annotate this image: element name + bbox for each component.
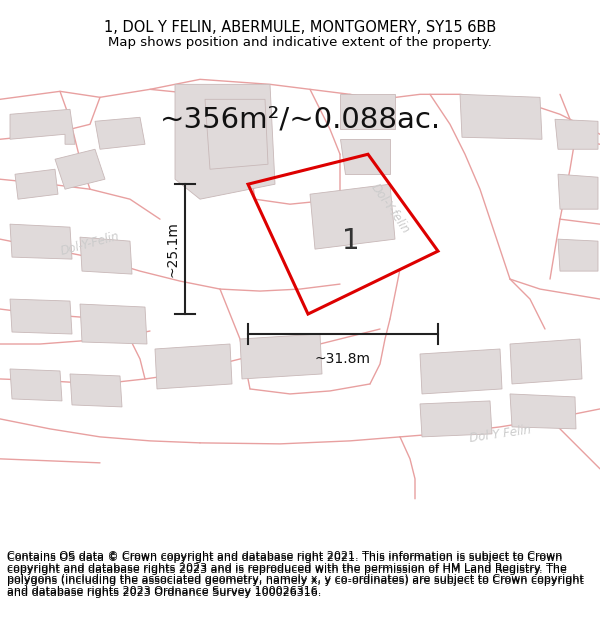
Text: Dol-Y-felin: Dol-Y-felin bbox=[368, 182, 412, 237]
Text: Map shows position and indicative extent of the property.: Map shows position and indicative extent… bbox=[108, 36, 492, 49]
Polygon shape bbox=[310, 184, 395, 249]
Text: 1, DOL Y FELIN, ABERMULE, MONTGOMERY, SY15 6BB: 1, DOL Y FELIN, ABERMULE, MONTGOMERY, SY… bbox=[104, 20, 496, 35]
Polygon shape bbox=[420, 349, 502, 394]
Polygon shape bbox=[510, 339, 582, 384]
Polygon shape bbox=[10, 109, 75, 144]
Text: ~356m²/~0.088ac.: ~356m²/~0.088ac. bbox=[160, 105, 440, 133]
Polygon shape bbox=[55, 149, 105, 189]
Polygon shape bbox=[460, 94, 542, 139]
Text: 1: 1 bbox=[341, 227, 359, 255]
Text: Dol Y Felin: Dol Y Felin bbox=[469, 423, 532, 444]
Polygon shape bbox=[558, 239, 598, 271]
Text: Dol-Y-Felin: Dol-Y-Felin bbox=[59, 230, 121, 258]
Polygon shape bbox=[340, 139, 390, 174]
Polygon shape bbox=[510, 394, 576, 429]
Text: Contains OS data © Crown copyright and database right 2021. This information is : Contains OS data © Crown copyright and d… bbox=[7, 551, 584, 596]
Text: ~25.1m: ~25.1m bbox=[166, 221, 180, 277]
Polygon shape bbox=[10, 369, 62, 401]
Polygon shape bbox=[420, 401, 492, 437]
Polygon shape bbox=[80, 304, 147, 344]
Polygon shape bbox=[70, 374, 122, 407]
Polygon shape bbox=[205, 99, 268, 169]
Polygon shape bbox=[558, 174, 598, 209]
Polygon shape bbox=[10, 299, 72, 334]
Polygon shape bbox=[340, 94, 395, 129]
Text: ~31.8m: ~31.8m bbox=[315, 352, 371, 366]
Polygon shape bbox=[80, 237, 132, 274]
Polygon shape bbox=[240, 334, 322, 379]
Polygon shape bbox=[95, 118, 145, 149]
Polygon shape bbox=[15, 169, 58, 199]
Text: Contains OS data © Crown copyright and database right 2021. This information is : Contains OS data © Crown copyright and d… bbox=[7, 553, 584, 598]
Polygon shape bbox=[155, 344, 232, 389]
Polygon shape bbox=[555, 119, 598, 149]
Polygon shape bbox=[175, 84, 275, 199]
Polygon shape bbox=[10, 224, 72, 259]
